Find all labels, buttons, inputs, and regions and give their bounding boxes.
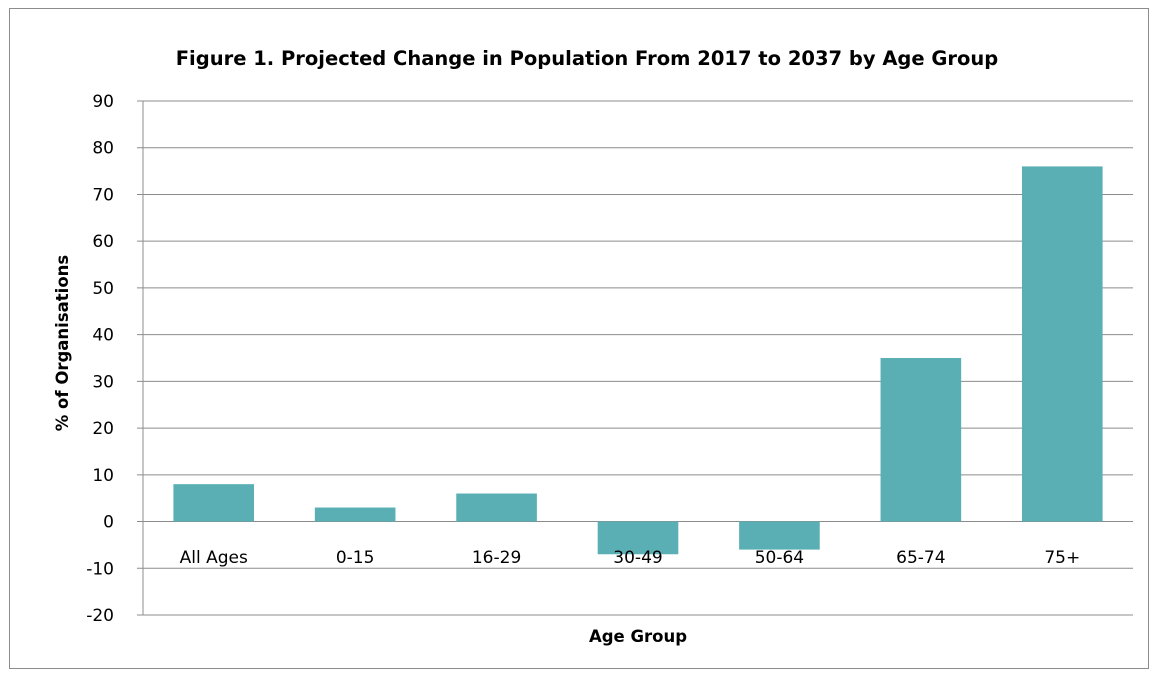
bar-16-29 xyxy=(456,493,537,522)
bar-all-ages xyxy=(173,484,255,522)
y-axis-ticks: 90 80 70 60 50 40 30 20 10 0 -10 -20 xyxy=(86,92,114,626)
y-tick-label: 20 xyxy=(92,419,114,439)
chart-frame xyxy=(9,8,1149,669)
x-category-label: 0-15 xyxy=(336,548,375,568)
x-axis-title: Age Group xyxy=(589,627,687,646)
x-axis-categories: All Ages 0-15 16-29 30-49 50-64 65-74 75+ xyxy=(180,548,1081,568)
bar-65-74 xyxy=(880,358,962,522)
y-tick-label: 10 xyxy=(92,466,114,486)
x-category-label: 16-29 xyxy=(472,548,521,568)
y-tick-label: -20 xyxy=(86,606,114,626)
x-category-label: 50-64 xyxy=(755,548,804,568)
x-category-label: All Ages xyxy=(180,548,248,568)
x-category-label: 30-49 xyxy=(613,548,662,568)
bars xyxy=(173,166,1103,555)
bar-50-64 xyxy=(739,521,820,550)
bar-75 xyxy=(1021,166,1103,522)
y-tick-label: 60 xyxy=(92,232,114,252)
bar-0-15 xyxy=(314,507,396,522)
y-tick-label: 30 xyxy=(92,372,114,392)
x-category-label: 65-74 xyxy=(896,548,945,568)
y-tick-label: 0 xyxy=(103,513,114,533)
y-tick-label: 80 xyxy=(92,139,114,159)
x-category-label: 75+ xyxy=(1044,548,1080,568)
y-axis-title: % of Organisations xyxy=(53,255,72,432)
y-tick-label: 70 xyxy=(92,185,114,205)
chart-title: Figure 1. Projected Change in Population… xyxy=(176,47,999,70)
y-tick-label: -10 xyxy=(86,559,114,579)
y-tick-label: 40 xyxy=(92,326,114,346)
bar-30-49 xyxy=(597,521,679,555)
y-tick-label: 90 xyxy=(92,92,114,112)
y-tick-label: 50 xyxy=(92,279,114,299)
